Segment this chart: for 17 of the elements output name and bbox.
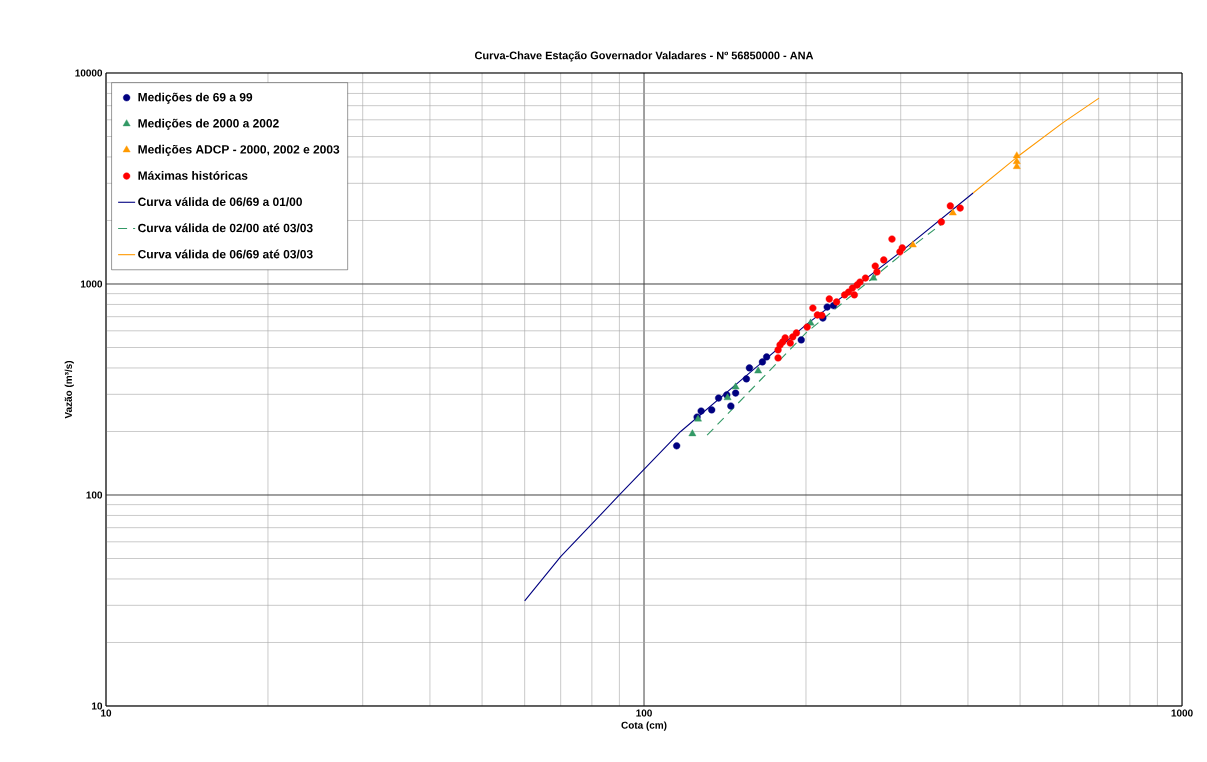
legend-label: Medições de 69 a 99 — [138, 92, 253, 104]
y-tick-label: 10000 — [75, 69, 103, 77]
y-tick-label: 10 — [92, 702, 103, 710]
legend-label: Medições de 2000 a 2002 — [138, 118, 279, 130]
x-tick-label: 10 — [101, 709, 112, 717]
legend-label: Máximas históricas — [138, 170, 248, 180]
x-tick-label: 1000 — [1171, 709, 1193, 717]
legend-label: Curva válida de 06/69 a 01/00 — [138, 197, 302, 207]
legend-label: Medições ADCP - 2000, 2002 e 2003 — [138, 144, 340, 156]
y-tick-label: 100 — [86, 491, 103, 499]
x-axis-title: Cota (cm) — [621, 721, 667, 731]
legend-label: Curva válida de 02/00 até 03/03 — [138, 223, 313, 233]
chart-title: Curva-Chave Estação Governador Valadares - Nº 56850000 - ANA — [474, 51, 814, 62]
x-tick-label: 100 — [636, 709, 652, 717]
legend-label: Curva válida de 06/69 até 03/03 — [138, 249, 313, 259]
y-axis-title: Vazão (m³/s) — [64, 360, 74, 419]
y-tick-label: 1000 — [80, 280, 103, 288]
